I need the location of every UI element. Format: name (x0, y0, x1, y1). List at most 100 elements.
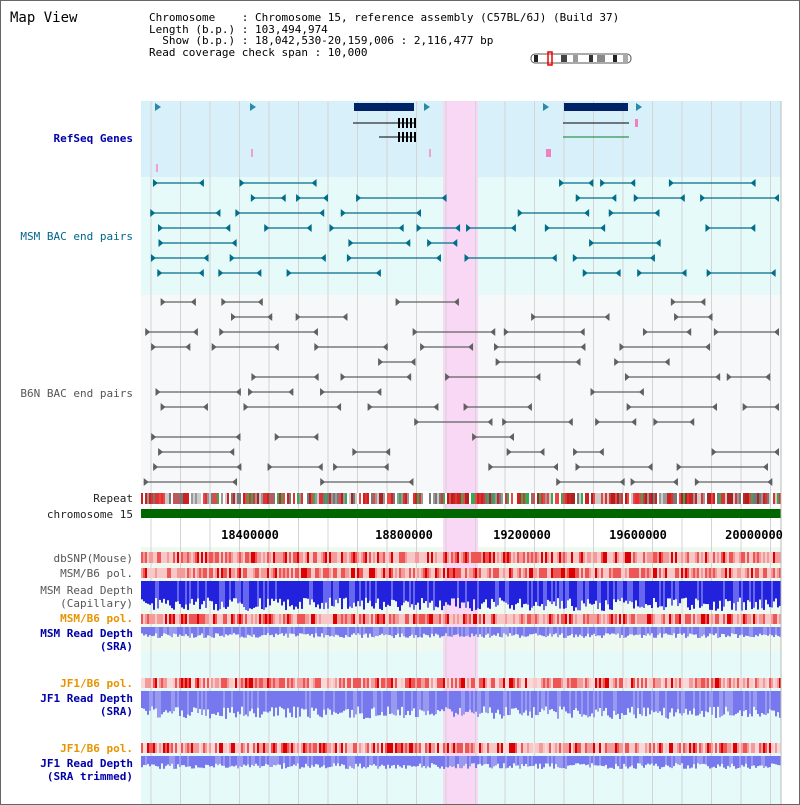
track-label-repeat[interactable]: Repeat (93, 492, 133, 505)
repeat-feature (577, 493, 579, 504)
msm-sra-depth-bar (267, 627, 269, 634)
polymorphism-cell (549, 552, 551, 563)
polymorphism-cell (553, 614, 555, 624)
polymorphism-cell (717, 552, 719, 563)
msm-sra-depth-bar (669, 627, 671, 635)
track-label-b6n-bac[interactable]: B6N BAC end pairs (20, 387, 133, 400)
track-label-jf1-depth-sra[interactable]: JF1 Read Depth (40, 692, 133, 705)
ideogram-band (561, 55, 567, 62)
track-label-msm-b6-pol-2[interactable]: MSM/B6 pol. (60, 612, 133, 625)
polymorphism-cell (309, 568, 311, 578)
polymorphism-cell (521, 568, 523, 578)
b6n-bac-pair-end (340, 373, 346, 381)
polymorphism-cell (511, 552, 513, 563)
polymorphism-cell (375, 614, 377, 624)
gene-block (564, 103, 628, 111)
polymorphism-cell (493, 614, 495, 624)
polymorphism-cell (443, 614, 445, 624)
polymorphism-cell (579, 552, 581, 563)
track-label-refseq[interactable]: RefSeq Genes (53, 132, 133, 145)
polymorphism-cell (621, 678, 623, 688)
repeat-feature (623, 493, 625, 504)
track-label-msm-bac[interactable]: MSM BAC end pairs (20, 230, 133, 243)
track-label-msm-depth-sra[interactable]: MSM Read Depth (40, 627, 133, 640)
msm-sra-depth-bar (177, 627, 179, 637)
track-label-msm-depth-capillary[interactable]: MSM Read Depth (40, 584, 133, 597)
b6n-bac-pair-end (715, 373, 721, 381)
polymorphism-cell (561, 678, 563, 688)
axis-tick-label: 19600000 (609, 528, 667, 542)
polymorphism-cell (611, 552, 613, 563)
polymorphism-cell (759, 552, 761, 563)
msm-capillary-depth-bar (683, 581, 685, 599)
jf1-trimmed-depth-bar (713, 756, 715, 767)
msm-sra-depth-bar (185, 627, 187, 635)
jf1-sra-depth-bar (467, 691, 469, 712)
msm-sra-depth-bar (149, 627, 151, 636)
polymorphism-cell (303, 614, 305, 624)
polymorphism-cell (169, 743, 171, 753)
polymorphism-cell (521, 743, 523, 753)
polymorphism-cell (755, 678, 757, 688)
polymorphism-cell (679, 568, 681, 578)
polymorphism-cell (153, 678, 155, 688)
polymorphism-cell (321, 568, 323, 578)
polymorphism-cell (317, 552, 319, 563)
msm-capillary-depth-bar (403, 581, 405, 603)
repeat-feature (769, 493, 771, 504)
polymorphism-cell (213, 552, 215, 563)
polymorphism-cell (189, 614, 191, 624)
polymorphism-cell (311, 568, 313, 578)
msm-sra-depth-bar (225, 627, 227, 635)
track-label-jf1-depth-trimmed[interactable]: JF1 Read Depth (40, 757, 133, 770)
polymorphism-cell (621, 614, 623, 624)
track-label-jf1-b6-pol[interactable]: JF1/B6 pol. (60, 677, 133, 690)
polymorphism-cell (457, 552, 459, 563)
repeat-feature (479, 493, 481, 504)
polymorphism-cell (291, 552, 293, 563)
jf1-sra-depth-bar (757, 691, 759, 715)
polymorphism-cell (241, 568, 243, 578)
polymorphism-cell (281, 568, 283, 578)
polymorphism-cell (187, 552, 189, 563)
msm-capillary-depth-bar (285, 581, 287, 610)
msm-capillary-depth-bar (587, 581, 589, 600)
b6n-bac-pair-end (433, 403, 439, 411)
polymorphism-cell (349, 614, 351, 624)
polymorphism-cell (477, 614, 479, 624)
track-label-jf1-b6-pol-2[interactable]: JF1/B6 pol. (60, 742, 133, 755)
polymorphism-cell (689, 743, 691, 753)
jf1-sra-depth-bar (707, 691, 709, 713)
polymorphism-cell (557, 614, 559, 624)
msm-bac-pair-end (588, 179, 594, 187)
msm-capillary-depth-bar (627, 581, 629, 604)
track-label-msm-b6-pol[interactable]: MSM/B6 pol. (60, 567, 133, 580)
msm-sra-depth-bar (677, 627, 679, 634)
polymorphism-cell (713, 678, 715, 688)
polymorphism-cell (749, 614, 751, 624)
jf1-trimmed-depth-bar (423, 756, 425, 766)
msm-bac-pair-end (551, 254, 557, 262)
msm-sra-depth-bar (173, 627, 175, 634)
polymorphism-cell (423, 552, 425, 563)
repeat-feature (481, 493, 483, 504)
polymorphism-cell (739, 568, 741, 578)
jf1-sra-depth-bar (173, 691, 175, 712)
track-label-dbsnp[interactable]: dbSNP(Mouse) (53, 552, 133, 565)
jf1-sra-depth-bar (683, 691, 685, 714)
jf1-trimmed-depth-bar (739, 756, 741, 768)
polymorphism-cell (297, 552, 299, 563)
polymorphism-cell (457, 678, 459, 688)
msm-capillary-depth-bar (469, 581, 471, 609)
polymorphism-cell (263, 743, 265, 753)
jf1-sra-depth-bar (385, 691, 387, 716)
polymorphism-cell (679, 743, 681, 753)
polymorphism-cell (377, 743, 379, 753)
repeat-feature (463, 493, 465, 504)
jf1-trimmed-depth-bar (489, 756, 491, 768)
msm-sra-depth-bar (319, 627, 321, 637)
repeat-feature (203, 493, 205, 504)
jf1-trimmed-depth-bar (383, 756, 385, 766)
polymorphism-cell (407, 743, 409, 753)
